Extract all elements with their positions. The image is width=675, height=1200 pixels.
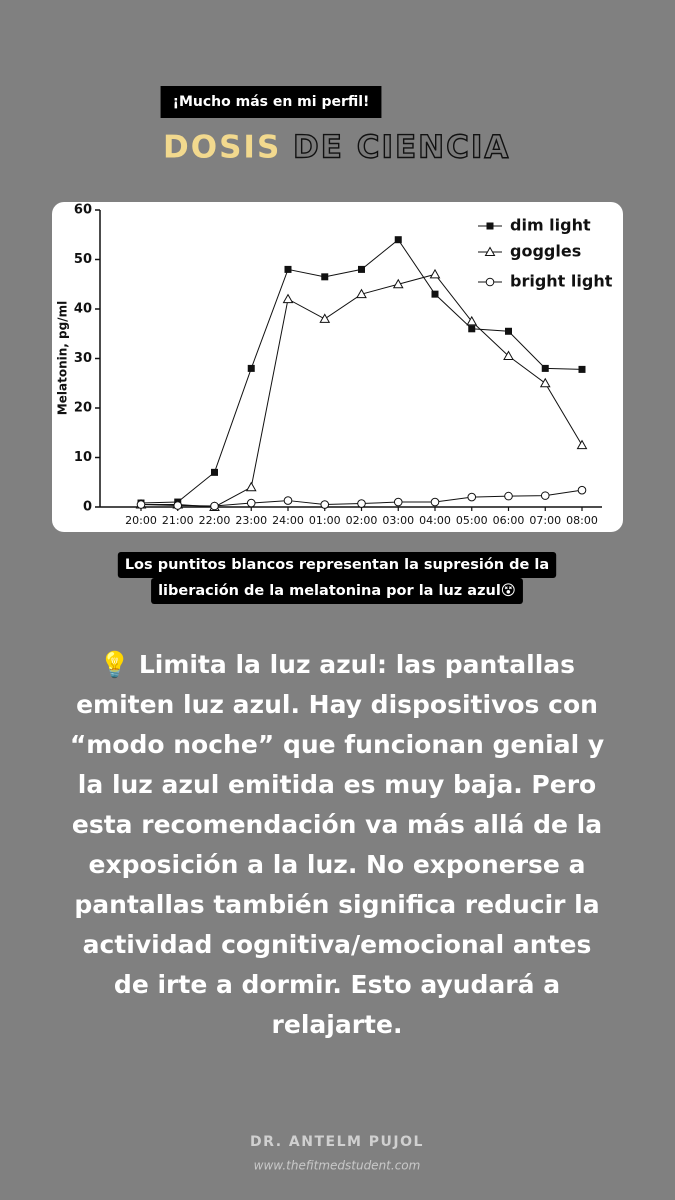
y-tick-label: 0 <box>83 500 92 515</box>
marker <box>136 500 146 509</box>
marker <box>245 481 257 492</box>
x-tick-label: 06:00 <box>493 514 525 527</box>
marker <box>429 268 441 279</box>
marker <box>505 327 512 335</box>
body-line: pantallas también significa reducir la <box>74 890 599 919</box>
marker <box>541 364 549 372</box>
marker <box>358 265 365 273</box>
marker <box>356 288 367 299</box>
marker <box>466 315 478 326</box>
marker <box>467 492 477 502</box>
y-tick-label: 10 <box>74 450 92 465</box>
y-tick-label: 30 <box>74 351 92 366</box>
marker <box>393 497 403 507</box>
marker <box>486 222 494 230</box>
marker <box>319 313 331 323</box>
x-tick-label: 20:00 <box>125 514 157 527</box>
marker <box>173 501 183 510</box>
x-tick-label: 08:00 <box>566 514 598 527</box>
legend-label: dim light <box>510 216 591 235</box>
marker <box>284 265 292 273</box>
footer-site: www.thefitmedstudent.com <box>254 1159 421 1173</box>
marker <box>504 491 513 501</box>
marker <box>577 485 587 495</box>
body-line: relajarte. <box>272 1010 403 1039</box>
body-line: esta recomendación va más allá de la <box>72 810 602 839</box>
legend-label: goggles <box>510 242 581 261</box>
marker <box>540 491 550 500</box>
caption-line: Los puntitos blancos representan la supr… <box>125 557 549 573</box>
marker <box>484 246 496 256</box>
x-tick-label: 24:00 <box>272 514 304 527</box>
marker <box>430 497 440 507</box>
title-rest: DE CIENCIA <box>293 130 510 166</box>
y-axis-label: Melatonin, pg/ml <box>56 301 70 415</box>
x-tick-label: 01:00 <box>309 514 341 527</box>
body-text: 💡 Limita la luz azul: las pantallas emite… <box>70 650 604 1039</box>
marker <box>246 498 256 508</box>
marker <box>320 500 330 509</box>
x-tick-label: 03:00 <box>382 514 414 527</box>
marker <box>468 325 476 333</box>
x-tick-label: 07:00 <box>529 514 561 527</box>
marker <box>283 496 293 505</box>
caption-line: liberación de la melatonina por la luz a… <box>158 583 516 599</box>
x-tick-label: 02:00 <box>346 514 378 527</box>
marker <box>503 350 514 361</box>
x-tick-label: 21:00 <box>162 514 194 527</box>
caption-box <box>151 578 523 604</box>
marker <box>578 365 586 373</box>
body-line: 💡 Limita la luz azul: las pantallas <box>99 650 575 679</box>
marker <box>394 236 402 244</box>
marker <box>485 277 495 287</box>
footer-name: DR. ANTELM PUJOL <box>250 1134 424 1150</box>
chart: 0 10 20 30 40 50 60 20:00 21:00 22:00 23:00 24:00 01… <box>56 203 613 528</box>
title-highlight: DOSIS <box>163 130 281 166</box>
x-tick-label: 23:00 <box>235 514 267 527</box>
body-line: actividad cognitiva/emocional antes <box>83 930 592 959</box>
marker <box>247 364 255 372</box>
y-tick-label: 50 <box>74 252 92 267</box>
marker <box>321 273 329 281</box>
y-tick-label: 40 <box>74 302 92 317</box>
x-tick-label: 22:00 <box>199 514 231 527</box>
marker <box>392 278 404 289</box>
marker <box>210 501 219 511</box>
chart-panel <box>52 202 623 532</box>
marker <box>211 468 218 476</box>
y-tick-label: 20 <box>74 401 92 416</box>
body-line: la luz azul emitida es muy baja. Pero <box>78 770 596 799</box>
legend-label: bright light <box>510 272 613 291</box>
marker <box>576 439 588 450</box>
banner-box <box>160 86 382 118</box>
y-tick-label: 60 <box>74 203 92 218</box>
marker <box>282 293 294 304</box>
banner: ¡Mucho más en mi perfil! <box>173 94 370 110</box>
x-tick-label: 04:00 <box>419 514 451 527</box>
caption: Los puntitos blancos representan la supr… <box>117 552 557 604</box>
caption-box <box>117 552 557 578</box>
marker <box>539 377 551 388</box>
marker <box>431 290 439 298</box>
body-line: emiten luz azul. Hay dispositivos con <box>76 690 598 719</box>
body-line: exposición a la luz. No exponerse a <box>89 850 586 879</box>
body-line: “modo noche” que funcionan genial y <box>70 730 604 759</box>
x-tick-label: 05:00 <box>456 514 488 527</box>
body-line: de irte a dormir. Esto ayudará a <box>114 970 560 999</box>
marker <box>357 499 366 508</box>
